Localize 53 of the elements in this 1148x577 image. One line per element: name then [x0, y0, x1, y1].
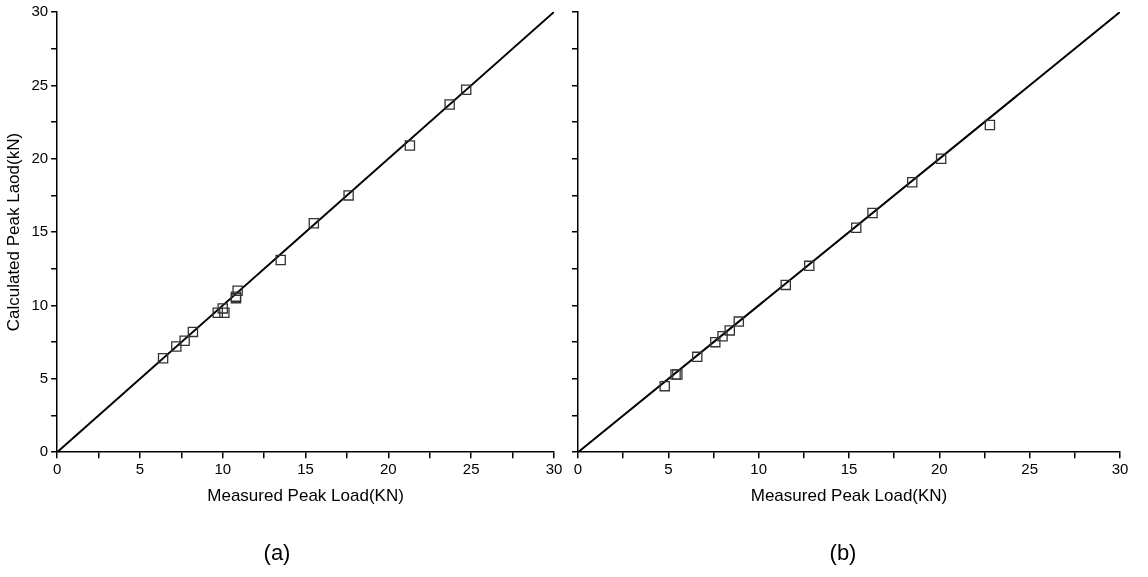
x-tick-label: 30	[545, 460, 563, 478]
point	[659, 380, 670, 392]
y-tick-label: 5	[39, 368, 49, 386]
x-tick-label: 10	[750, 460, 768, 478]
point	[710, 336, 721, 348]
y-tick-label: 30	[31, 2, 49, 20]
x-tick-label: 15	[297, 460, 314, 478]
point	[717, 331, 728, 342]
point	[179, 335, 190, 346]
point	[157, 353, 169, 364]
x-axis-title: Measured Peak Load(KN)	[207, 486, 404, 506]
x-tick-label: 20	[380, 460, 397, 478]
y-tick-label: 25	[31, 75, 49, 93]
x-tick-label: 25	[462, 460, 480, 478]
point	[733, 316, 745, 327]
y-tick-label: 0	[39, 442, 49, 460]
x-axis-title: Measured Peak Load(KN)	[750, 486, 948, 506]
text: (a)	[263, 539, 291, 565]
point	[724, 325, 736, 336]
x-tick-label: 0	[573, 460, 583, 478]
point	[804, 260, 815, 272]
point	[217, 303, 228, 314]
y-tick-label: 20	[31, 148, 49, 166]
point	[935, 153, 947, 164]
point	[867, 207, 878, 219]
point	[343, 190, 354, 201]
x-tick-label: 5	[664, 460, 673, 478]
point	[850, 222, 862, 233]
point	[212, 307, 223, 319]
x-tick-label: 20	[930, 460, 948, 478]
y-tick-label: 15	[31, 222, 49, 240]
point	[460, 84, 472, 96]
x-tick-label: 0	[52, 460, 62, 478]
x-tick-label: 30	[1111, 460, 1129, 478]
x-tick-label: 5	[135, 460, 145, 478]
point	[308, 218, 320, 229]
point	[780, 279, 792, 291]
x-tick-label: 25	[1021, 460, 1039, 478]
point	[984, 119, 996, 131]
point	[187, 326, 199, 338]
point	[444, 99, 455, 110]
point	[906, 176, 918, 188]
point	[171, 341, 182, 352]
text: (b)	[829, 539, 857, 565]
point	[275, 254, 286, 266]
x-tick-label: 15	[840, 460, 858, 478]
x-tick-label: 10	[214, 460, 232, 478]
point	[232, 285, 243, 297]
point	[691, 351, 703, 363]
y-axis-title: Calculated Peak Laod(kN)	[3, 132, 23, 332]
point	[219, 307, 230, 319]
y-tick-label: 10	[31, 295, 49, 313]
point	[404, 140, 416, 151]
